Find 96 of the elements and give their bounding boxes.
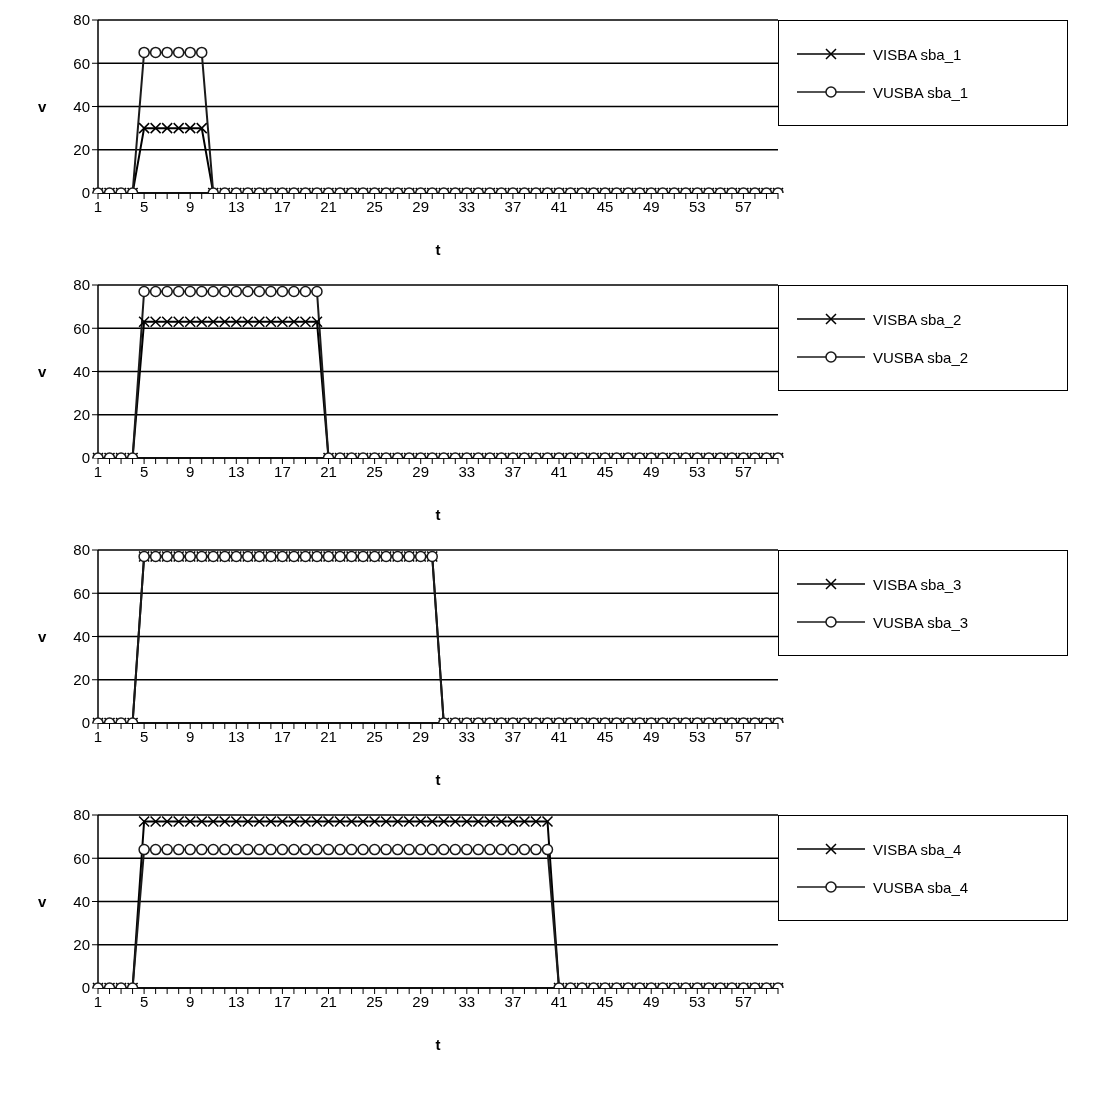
x-tick-label: 33 bbox=[458, 992, 476, 1010]
legend-label: VUSBA sba_4 bbox=[873, 878, 969, 896]
x-tick-label: 41 bbox=[550, 197, 568, 215]
y-axis-title: v bbox=[38, 627, 47, 645]
x-tick-label: 25 bbox=[366, 462, 383, 480]
x-tick-label: 37 bbox=[504, 992, 522, 1010]
x-tick-label: 1 bbox=[93, 197, 103, 215]
x-tick-label: 5 bbox=[139, 197, 149, 215]
y-tick-label: 20 bbox=[73, 406, 90, 424]
x-tick-label: 9 bbox=[186, 462, 195, 480]
x-tick-label: 5 bbox=[139, 992, 149, 1010]
x-tick-label: 17 bbox=[274, 197, 291, 215]
y-tick-label: 40 bbox=[73, 627, 90, 645]
x-tick-label: 9 bbox=[186, 727, 195, 745]
x-tick-label: 21 bbox=[320, 197, 337, 215]
x-tick-label: 25 bbox=[366, 992, 383, 1010]
legend-label: VISBA sba_2 bbox=[873, 310, 962, 328]
x-tick-label: 29 bbox=[412, 462, 430, 480]
x-tick-label: 29 bbox=[412, 727, 430, 745]
x-tick-label: 17 bbox=[274, 462, 291, 480]
x-tick-label: 53 bbox=[688, 197, 706, 215]
x-tick-label: 25 bbox=[366, 727, 383, 745]
x-tick-label: 9 bbox=[186, 992, 195, 1010]
y-tick-label: 20 bbox=[73, 671, 90, 689]
legend-label: VUSBA sba_3 bbox=[873, 613, 969, 631]
y-tick-label: 40 bbox=[73, 97, 90, 115]
x-tick-label: 53 bbox=[688, 992, 706, 1010]
x-tick-label: 21 bbox=[320, 727, 337, 745]
x-tick-label: 45 bbox=[596, 992, 614, 1010]
legend-label: VISBA sba_4 bbox=[873, 840, 962, 858]
x-tick-label: 1 bbox=[93, 992, 103, 1010]
y-axis-title: v bbox=[38, 97, 47, 115]
y-tick-label: 0 bbox=[81, 449, 90, 467]
x-tick-label: 57 bbox=[735, 462, 752, 480]
y-axis-title: v bbox=[38, 892, 47, 910]
x-tick-label: 33 bbox=[458, 197, 476, 215]
x-axis-title: t bbox=[435, 241, 441, 258]
x-tick-label: 29 bbox=[412, 992, 430, 1010]
x-tick-label: 13 bbox=[227, 992, 245, 1010]
x-tick-label: 17 bbox=[274, 727, 291, 745]
legend-label: VUSBA sba_1 bbox=[873, 83, 969, 101]
x-tick-label: 33 bbox=[458, 462, 476, 480]
x-tick-label: 57 bbox=[735, 197, 752, 215]
x-tick-label: 37 bbox=[504, 197, 522, 215]
x-tick-label: 37 bbox=[504, 727, 522, 745]
x-tick-label: 49 bbox=[642, 462, 660, 480]
x-tick-label: 45 bbox=[596, 197, 614, 215]
y-tick-label: 80 bbox=[73, 11, 90, 29]
x-tick-label: 57 bbox=[735, 727, 752, 745]
y-tick-label: 20 bbox=[73, 936, 90, 954]
y-tick-label: 20 bbox=[73, 141, 90, 159]
y-tick-label: 80 bbox=[73, 541, 90, 559]
x-axis-title: t bbox=[435, 771, 441, 788]
x-tick-label: 25 bbox=[366, 197, 383, 215]
x-tick-label: 13 bbox=[227, 462, 245, 480]
y-tick-label: 0 bbox=[81, 184, 90, 202]
legend-label: VISBA sba_3 bbox=[873, 575, 962, 593]
x-tick-label: 21 bbox=[320, 992, 337, 1010]
x-tick-label: 5 bbox=[139, 727, 149, 745]
x-tick-label: 1 bbox=[93, 727, 103, 745]
x-tick-label: 33 bbox=[458, 727, 476, 745]
x-tick-label: 41 bbox=[550, 992, 568, 1010]
x-axis-title: t bbox=[435, 1036, 441, 1053]
y-tick-label: 0 bbox=[81, 714, 90, 732]
x-axis-title: t bbox=[435, 506, 441, 523]
y-tick-label: 80 bbox=[73, 276, 90, 294]
y-tick-label: 60 bbox=[73, 849, 90, 867]
y-axis-title: v bbox=[38, 362, 47, 380]
x-tick-label: 49 bbox=[642, 727, 660, 745]
y-tick-label: 80 bbox=[73, 806, 90, 824]
y-tick-label: 40 bbox=[73, 892, 90, 910]
x-tick-label: 57 bbox=[735, 992, 752, 1010]
x-tick-label: 37 bbox=[504, 462, 522, 480]
x-tick-label: 29 bbox=[412, 197, 430, 215]
x-tick-label: 53 bbox=[688, 727, 706, 745]
y-tick-label: 40 bbox=[73, 362, 90, 380]
x-tick-label: 45 bbox=[596, 462, 614, 480]
y-tick-label: 60 bbox=[73, 54, 90, 72]
x-tick-label: 17 bbox=[274, 992, 291, 1010]
x-tick-label: 41 bbox=[550, 462, 568, 480]
x-tick-label: 45 bbox=[596, 727, 614, 745]
y-tick-label: 60 bbox=[73, 319, 90, 337]
x-tick-label: 1 bbox=[93, 462, 103, 480]
x-tick-label: 49 bbox=[642, 197, 660, 215]
y-tick-label: 60 bbox=[73, 584, 90, 602]
x-tick-label: 13 bbox=[227, 727, 245, 745]
y-tick-label: 0 bbox=[81, 979, 90, 997]
x-tick-label: 9 bbox=[186, 197, 195, 215]
legend-label: VUSBA sba_2 bbox=[873, 348, 969, 366]
legend-label: VISBA sba_1 bbox=[873, 45, 962, 63]
x-tick-label: 53 bbox=[688, 462, 706, 480]
x-tick-label: 49 bbox=[642, 992, 660, 1010]
x-tick-label: 13 bbox=[227, 197, 245, 215]
x-tick-label: 5 bbox=[139, 462, 149, 480]
x-tick-label: 41 bbox=[550, 727, 568, 745]
x-tick-label: 21 bbox=[320, 462, 337, 480]
